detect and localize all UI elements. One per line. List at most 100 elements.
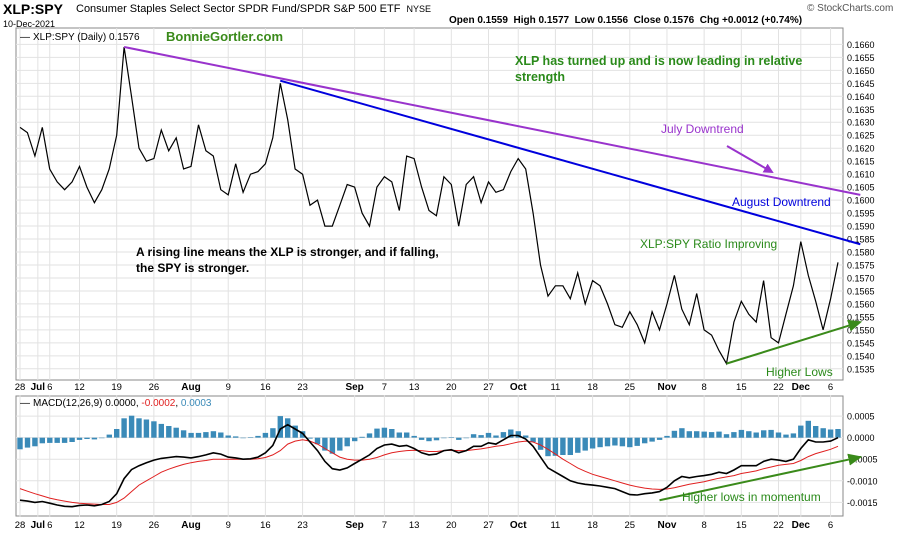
macd-histogram-bar xyxy=(805,420,811,438)
y-tick-label: 0.1595 xyxy=(847,209,875,219)
header-symbol: XLP:SPY xyxy=(3,1,63,17)
macd-histogram-bar xyxy=(76,437,83,440)
macd-legend-label: MACD(12,26,9) xyxy=(33,398,102,409)
low-label: Low xyxy=(574,15,595,26)
macd-histogram-bar xyxy=(679,428,685,438)
macd-histogram-bar xyxy=(686,431,692,438)
annotation-higher-lows: Higher Lows xyxy=(766,365,833,379)
macd-histogram-bar xyxy=(17,437,23,450)
macd-histogram-bar xyxy=(240,437,246,439)
y-tick-label: -0.0005 xyxy=(847,455,878,465)
x-tick-label: Sep xyxy=(345,520,363,531)
macd-histogram-bar xyxy=(203,432,209,438)
macd-histogram-bar xyxy=(374,428,380,438)
macd-histogram-bar xyxy=(69,437,75,442)
macd-histogram-bar xyxy=(500,432,507,438)
x-tick-label: 19 xyxy=(111,520,122,531)
watermark: BonnieGortler.com xyxy=(166,29,283,44)
x-tick-label: 16 xyxy=(260,520,271,531)
macd-histogram-bar xyxy=(508,429,514,438)
macd-histogram-bar xyxy=(99,437,105,439)
x-tick-label: 15 xyxy=(736,520,747,531)
annotation-xlp-leading-1: XLP has turned up and is now leading in … xyxy=(515,54,802,68)
macd-histogram-bar xyxy=(664,435,670,438)
macd-histogram-bar xyxy=(84,437,90,439)
brand-text: © StockCharts.com xyxy=(807,3,894,14)
macd-histogram-bar xyxy=(671,430,678,438)
macd-histogram-bar xyxy=(188,432,194,438)
macd-legend: MACD(12,26,9) 0.0000, -0.0002, 0.0003 xyxy=(33,398,212,409)
low-value: 0.1556 xyxy=(597,15,629,26)
y-tick-label: 0.0000 xyxy=(847,433,875,443)
header-ohlc: Open 0.1559 High 0.1577 Low 0.1556 Close… xyxy=(449,15,802,26)
y-tick-label: 0.1570 xyxy=(847,273,875,283)
macd-histogram-bar xyxy=(456,437,462,440)
macd-histogram-bar xyxy=(91,437,98,440)
y-tick-label: 0.1610 xyxy=(847,170,875,180)
price-x-tick-labels: 28 Jul 6 12 19 26 Aug 9 16 23 Sep 7 13 20 27 Oct 11 18 25 N… xyxy=(15,382,834,393)
july-downtrend-line xyxy=(123,45,861,196)
price-legend: XLP:SPY (Daily) 0.1576 xyxy=(33,32,140,43)
annotation-ratio-improving: XLP:SPY Ratio Improving xyxy=(640,237,777,251)
y-tick-label: 0.1580 xyxy=(847,248,875,258)
macd-legend-macd: 0.0000 xyxy=(105,398,136,409)
macd-signal-line xyxy=(19,439,839,505)
macd-histogram-bar xyxy=(716,431,722,438)
x-tick-label: 6 xyxy=(828,520,833,531)
y-tick-label: 0.1600 xyxy=(847,196,875,206)
macd-histogram-bar xyxy=(195,432,202,438)
macd-legend-hist: 0.0003 xyxy=(181,398,212,409)
annotation-july-downtrend: July Downtrend xyxy=(661,122,744,136)
x-tick-label: 13 xyxy=(409,382,420,393)
x-tick-label: Aug xyxy=(181,520,200,531)
macd-histogram-bar xyxy=(433,437,440,441)
annotation-rising-line-2: the SPY is stronger. xyxy=(136,261,249,275)
x-tick-label: 7 xyxy=(382,382,387,393)
x-tick-label: 27 xyxy=(483,382,494,393)
y-tick-label: 0.1620 xyxy=(847,144,875,154)
macd-histogram-bar xyxy=(820,428,826,438)
higher-lows-trendline xyxy=(726,319,863,365)
x-tick-label: Dec xyxy=(792,520,811,531)
macd-histogram-bar xyxy=(530,437,536,442)
macd-histogram-bar xyxy=(597,437,603,448)
header-description-text: Consumer Staples Select Sector SPDR Fund… xyxy=(76,3,401,15)
x-tick-label: 16 xyxy=(260,382,271,393)
chg-value: +0.0012 (+0.74%) xyxy=(722,15,803,26)
macd-histogram-bar xyxy=(634,437,640,446)
macd-histogram-bar xyxy=(121,418,127,438)
macd-histogram-bar xyxy=(292,425,298,438)
macd-histogram-bar xyxy=(270,428,276,438)
x-tick-label: 25 xyxy=(624,520,635,531)
macd-histogram-bar xyxy=(426,437,432,442)
macd-histogram-bar xyxy=(835,429,841,438)
macd-histogram-bar xyxy=(106,434,112,438)
macd-histogram-bar xyxy=(136,418,142,438)
x-tick-label: 19 xyxy=(111,382,122,393)
x-tick-label: Aug xyxy=(181,382,200,393)
x-tick-label: Nov xyxy=(658,382,677,393)
macd-histogram-bar xyxy=(478,435,484,438)
macd-histogram-bar xyxy=(493,435,499,438)
x-tick-label: Dec xyxy=(792,382,811,393)
macd-histogram-bar xyxy=(329,437,336,454)
macd-histogram-bar xyxy=(352,437,358,442)
x-tick-label: Nov xyxy=(658,520,677,531)
macd-histogram-bar xyxy=(723,434,730,438)
x-tick-label: 9 xyxy=(226,382,231,393)
macd-histogram-bar xyxy=(54,437,60,443)
y-tick-label: 0.1545 xyxy=(847,338,875,348)
price-y-tick-labels: 0.1660 0.1655 0.1650 0.1645 0.1640 0.1635 0.16… xyxy=(847,40,875,374)
annotation-rising-line-1: A rising line means the XLP is stronger,… xyxy=(136,245,439,259)
macd-histogram-bar xyxy=(761,430,767,438)
macd-histogram-bar xyxy=(389,429,395,438)
x-tick-label: 28 xyxy=(15,382,26,393)
macd-histogram-bar xyxy=(582,437,588,451)
macd-histogram-bar xyxy=(627,437,633,448)
y-tick-label: 0.1660 xyxy=(847,40,875,50)
y-tick-label: 0.1640 xyxy=(847,92,875,102)
open-label: Open xyxy=(449,15,475,26)
macd-histogram-bar xyxy=(619,437,626,447)
macd-histogram-bar xyxy=(322,437,328,451)
macd-histogram-bar xyxy=(656,437,663,440)
